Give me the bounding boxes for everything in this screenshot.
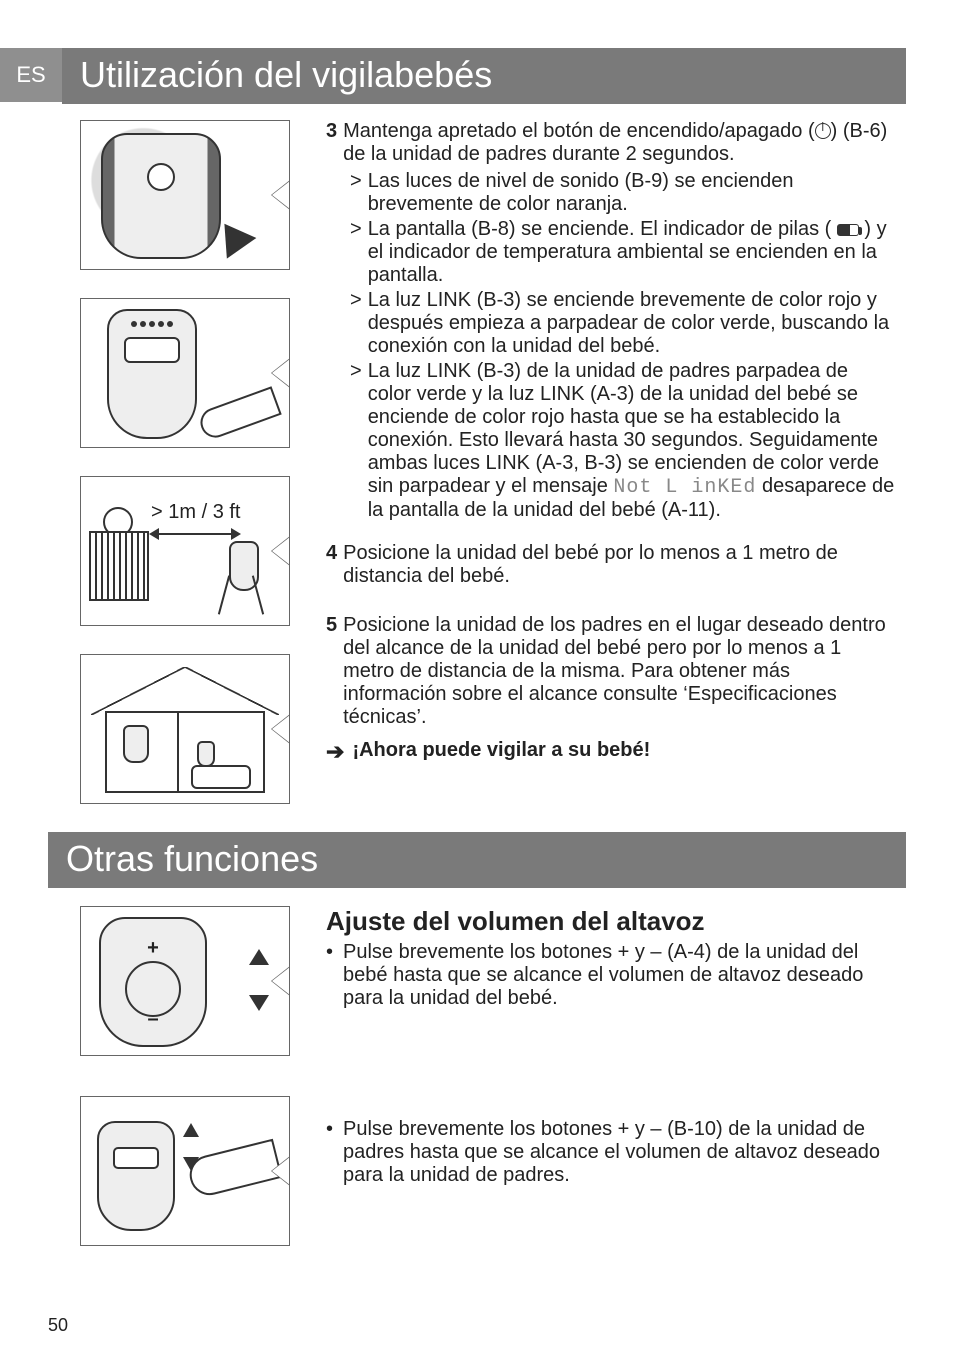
figure-distance-label: > 1m / 3 ft <box>151 501 240 524</box>
step-5-number: 5 <box>326 614 337 729</box>
text-column-2: Ajuste del volumen del altavoz • Pulse b… <box>326 906 906 1187</box>
volume-bullet-1: • Pulse brevemente los botones + y – (A-… <box>326 941 896 1010</box>
arrow-right-icon: ➔ <box>326 739 344 765</box>
figure-distance-1m: > 1m / 3 ft <box>80 476 290 626</box>
section-title-other-functions: Otras funciones <box>48 832 906 888</box>
figure-column-2: + – <box>80 906 304 1246</box>
step-3-number: 3 <box>326 120 337 166</box>
step-4-text: Posicione la unidad del bebé por lo meno… <box>343 542 896 588</box>
page-number: 50 <box>48 1315 68 1336</box>
step-3-sub-3: > La luz LINK (B-3) se enciende brevemen… <box>350 289 896 358</box>
step-3-text: Mantenga apretado el botón de encendido/… <box>343 120 896 166</box>
figure-baby-unit-power <box>80 120 290 270</box>
figure-volume-parent-unit <box>80 1096 290 1246</box>
text-column-1: 3 Mantenga apretado el botón de encendid… <box>326 120 906 765</box>
conclusion-note: ➔ ¡Ahora puede vigilar a su bebé! <box>326 739 896 765</box>
step-5-text: Posicione la unidad de los padres en el … <box>343 614 896 729</box>
volume-bullet-2: • Pulse brevemente los botones + y – (B-… <box>326 1118 896 1187</box>
figure-house-range <box>80 654 290 804</box>
figure-volume-baby-unit: + – <box>80 906 290 1056</box>
step-4: 4 Posicione la unidad del bebé por lo me… <box>326 542 896 588</box>
step-3-sub-4: > La luz LINK (B-3) de la unidad de padr… <box>350 360 896 522</box>
step-3-sub-2: > La pantalla (B-8) se enciende. El indi… <box>350 218 896 287</box>
figure-parent-unit-hand <box>80 298 290 448</box>
step-3: 3 Mantenga apretado el botón de encendid… <box>326 120 896 166</box>
language-tab: ES <box>0 48 62 102</box>
power-icon <box>815 123 831 139</box>
display-message-not-linked: Not L inKEd <box>613 476 756 499</box>
step-4-number: 4 <box>326 542 337 588</box>
step-3-sub-1: > Las luces de nivel de sonido (B-9) se … <box>350 170 896 216</box>
section-title-usage: Utilización del vigilabebés <box>62 48 906 104</box>
battery-icon <box>837 224 859 236</box>
subheading-speaker-volume: Ajuste del volumen del altavoz <box>326 906 896 937</box>
step-5: 5 Posicione la unidad de los padres en e… <box>326 614 896 729</box>
figure-column-1: > 1m / 3 ft <box>80 120 304 804</box>
